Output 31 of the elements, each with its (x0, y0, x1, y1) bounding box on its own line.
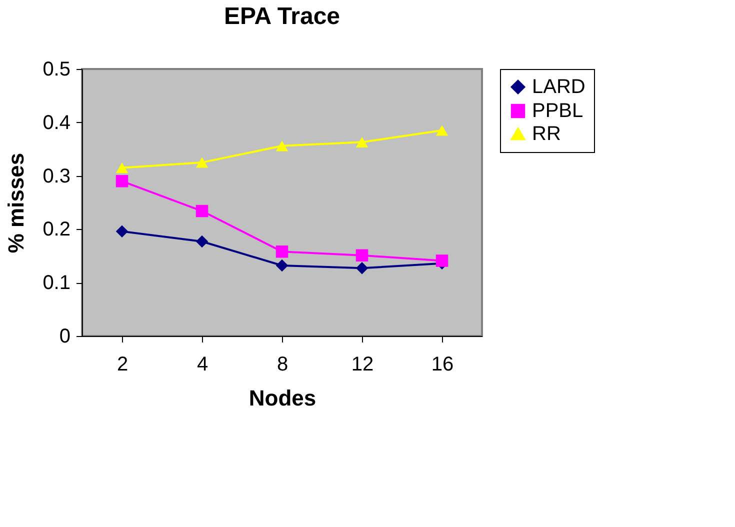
x-tick-label: 16 (431, 354, 454, 376)
legend-label: RR (532, 123, 561, 145)
point (356, 249, 368, 262)
y-tick-label: 0.4 (42, 112, 70, 134)
point (196, 204, 208, 218)
point (196, 157, 208, 168)
y-axis-title: % misses (4, 152, 29, 254)
x-tick-label: 8 (276, 354, 288, 376)
point (116, 162, 128, 174)
point (116, 175, 128, 188)
y-tick-label: 0.1 (42, 272, 70, 294)
point (356, 136, 368, 148)
point (436, 125, 448, 136)
point (276, 246, 288, 258)
x-tick-label: 2 (116, 354, 128, 376)
chart-title: EPA Trace (224, 3, 340, 30)
point (356, 262, 368, 274)
legend-label: LARD (532, 76, 586, 98)
x-axis-title: Nodes (248, 386, 316, 410)
x-tick-label: 12 (351, 354, 374, 376)
point (436, 254, 448, 267)
y-tick-label: 0 (59, 326, 70, 348)
y-tick-label: 0.3 (42, 165, 70, 188)
point (116, 225, 128, 238)
point (276, 259, 288, 272)
y-tick-label: 0.2 (42, 218, 70, 241)
point (196, 235, 208, 248)
y-tick-label: 0.5 (42, 58, 70, 80)
x-tick-label: 4 (196, 354, 208, 376)
point (276, 140, 288, 152)
legend-label: PPBL (532, 100, 584, 122)
